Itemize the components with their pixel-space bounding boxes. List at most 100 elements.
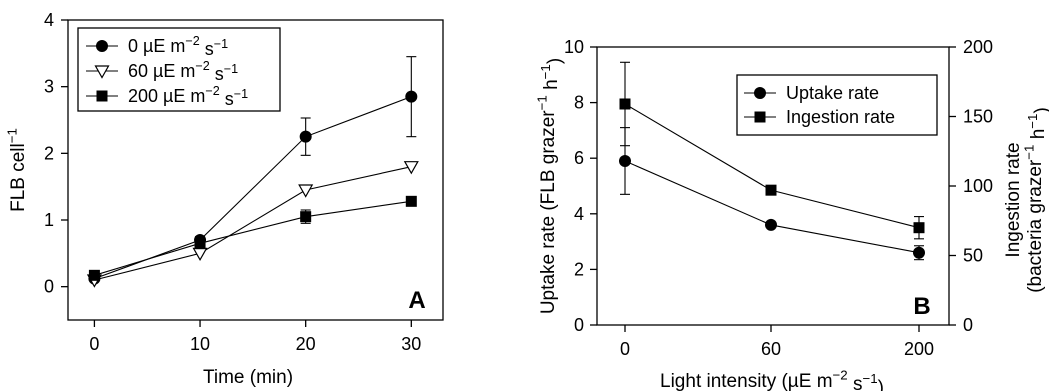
x-axis-label-b: Light intensity (µE m−2 s−1) <box>660 368 884 391</box>
legend-label-a: 200 µE m−2 s−1 <box>128 84 248 109</box>
legend-label-b: Uptake rate <box>786 83 879 103</box>
text-part: 3 <box>44 77 54 97</box>
text-part: 0 <box>89 334 99 354</box>
text-part: −1 <box>862 371 877 386</box>
text-part: 0 <box>620 339 630 359</box>
x-tick-label-a: 10 <box>190 334 210 354</box>
text-part: ) <box>1031 107 1049 113</box>
text-part: 0 <box>574 315 584 335</box>
legend-marker-a <box>96 90 108 102</box>
text-part: 60 <box>761 339 781 359</box>
legend-marker-b <box>754 111 766 123</box>
text-part: s <box>210 64 224 84</box>
text-part: B <box>913 293 930 320</box>
x-tick-label-a: 30 <box>401 334 421 354</box>
legend-a <box>77 27 281 112</box>
text-part: ) <box>878 377 884 391</box>
text-part: −2 <box>195 59 209 73</box>
y-axis-label-right-b: Ingestion rate <box>1003 142 1024 257</box>
data-point-a <box>405 195 417 207</box>
data-point-a <box>194 237 206 249</box>
x-tick-label-b: 0 <box>620 339 630 359</box>
y-axis-label-left-b: Uptake rate (FLB grazer−1 h−1) <box>535 58 566 314</box>
y-axis-label-a: FLB cell−1 <box>5 128 29 212</box>
text-part: 50 <box>963 246 983 266</box>
text-part: −2 <box>833 368 848 383</box>
y-tick-label-right-b: 50 <box>963 246 983 266</box>
text-part: −1 <box>538 64 553 79</box>
text-part: s <box>200 39 214 59</box>
text-part: FLB cell <box>8 143 29 212</box>
text-part: −1 <box>1022 145 1037 160</box>
y-tick-label-right-b: 0 <box>963 315 973 335</box>
text-part: 1 <box>44 210 54 230</box>
text-part: 60 µE m <box>128 61 195 81</box>
data-point-a <box>298 184 314 198</box>
text-part: 2 <box>574 259 584 279</box>
x-tick-label-b: 200 <box>904 339 934 359</box>
y-tick-label-left-b: 10 <box>564 37 584 57</box>
series-line-a <box>94 96 412 280</box>
y-tick-label-right-b: 150 <box>963 107 993 127</box>
panel-label-a: A <box>408 287 425 314</box>
y-tick-label-a: 4 <box>44 10 54 30</box>
y-tick-label-a: 2 <box>44 143 54 163</box>
data-point-b <box>913 222 925 234</box>
y-tick-label-left-b: 2 <box>574 259 584 279</box>
text-part: h <box>541 79 562 95</box>
y-tick-label-a: 1 <box>44 210 54 230</box>
data-point-a <box>88 269 100 281</box>
series-line-b <box>624 160 920 254</box>
text-part: 0 <box>963 315 973 335</box>
legend-label-a: 60 µE m−2 s−1 <box>128 59 238 84</box>
text-part: Ingestion rate <box>786 107 895 127</box>
data-point-b <box>619 154 631 167</box>
text-part: 200 <box>963 37 993 57</box>
text-part: −1 <box>214 37 228 51</box>
text-part: 6 <box>574 148 584 168</box>
text-part: 0 µE m <box>128 36 185 56</box>
data-point-a <box>300 211 312 223</box>
y-tick-label-left-b: 4 <box>574 204 584 224</box>
y-tick-label-a: 0 <box>44 277 54 297</box>
text-part: Light intensity (µE m <box>660 371 833 391</box>
series-line-a <box>94 200 412 276</box>
y-tick-label-left-b: 8 <box>574 93 584 113</box>
y-tick-label-right-b: 200 <box>963 37 993 57</box>
text-part: Uptake rate (FLB grazer <box>538 110 559 314</box>
text-part: 2 <box>44 143 54 163</box>
text-part: 8 <box>574 93 584 113</box>
text-part: Time (min) <box>203 367 293 388</box>
y-axis-label-right-b: (bacteria grazer−1 h−1) <box>1022 107 1049 293</box>
x-tick-label-b: 60 <box>761 339 781 359</box>
data-point-b <box>765 184 777 196</box>
legend-marker-a <box>96 40 108 52</box>
data-point-b <box>619 98 631 110</box>
text-part: Uptake rate <box>786 83 879 103</box>
data-point-a <box>299 130 312 143</box>
legend-b <box>736 74 938 136</box>
text-part: 200 µE m <box>128 86 205 106</box>
y-tick-label-a: 3 <box>44 77 54 97</box>
text-part: A <box>408 287 425 314</box>
text-part: −1 <box>234 87 248 101</box>
series-line-a <box>94 166 412 281</box>
text-part: −2 <box>205 84 219 98</box>
x-tick-label-a: 20 <box>296 334 316 354</box>
text-part: −2 <box>185 34 199 48</box>
text-part: 0 <box>44 277 54 297</box>
plot-frame-a <box>67 19 444 321</box>
data-point-b <box>913 246 925 259</box>
data-point-b <box>765 218 777 231</box>
y-tick-label-right-b: 100 <box>963 176 993 196</box>
panel-label-b: B <box>913 293 930 320</box>
text-part: 200 <box>904 339 934 359</box>
text-part: −1 <box>5 128 20 143</box>
legend-marker-a <box>94 65 110 79</box>
legend-marker-b <box>754 87 766 99</box>
y-tick-label-left-b: 6 <box>574 148 584 168</box>
text-part: 30 <box>401 334 421 354</box>
text-part: 10 <box>564 37 584 57</box>
text-part: 150 <box>963 107 993 127</box>
